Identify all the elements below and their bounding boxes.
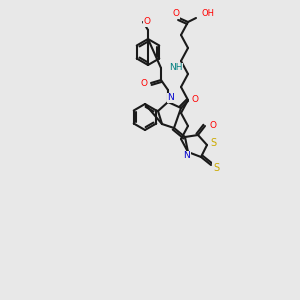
Text: O: O [172, 10, 179, 19]
Text: N: N [168, 94, 174, 103]
Text: S: S [213, 163, 219, 173]
Text: O: O [209, 121, 217, 130]
Text: NH: NH [169, 64, 182, 73]
Text: O: O [140, 80, 148, 88]
Text: OH: OH [202, 10, 215, 19]
Text: O: O [143, 17, 151, 26]
Text: S: S [210, 138, 216, 148]
Text: N: N [184, 152, 190, 160]
Text: O: O [191, 95, 199, 104]
